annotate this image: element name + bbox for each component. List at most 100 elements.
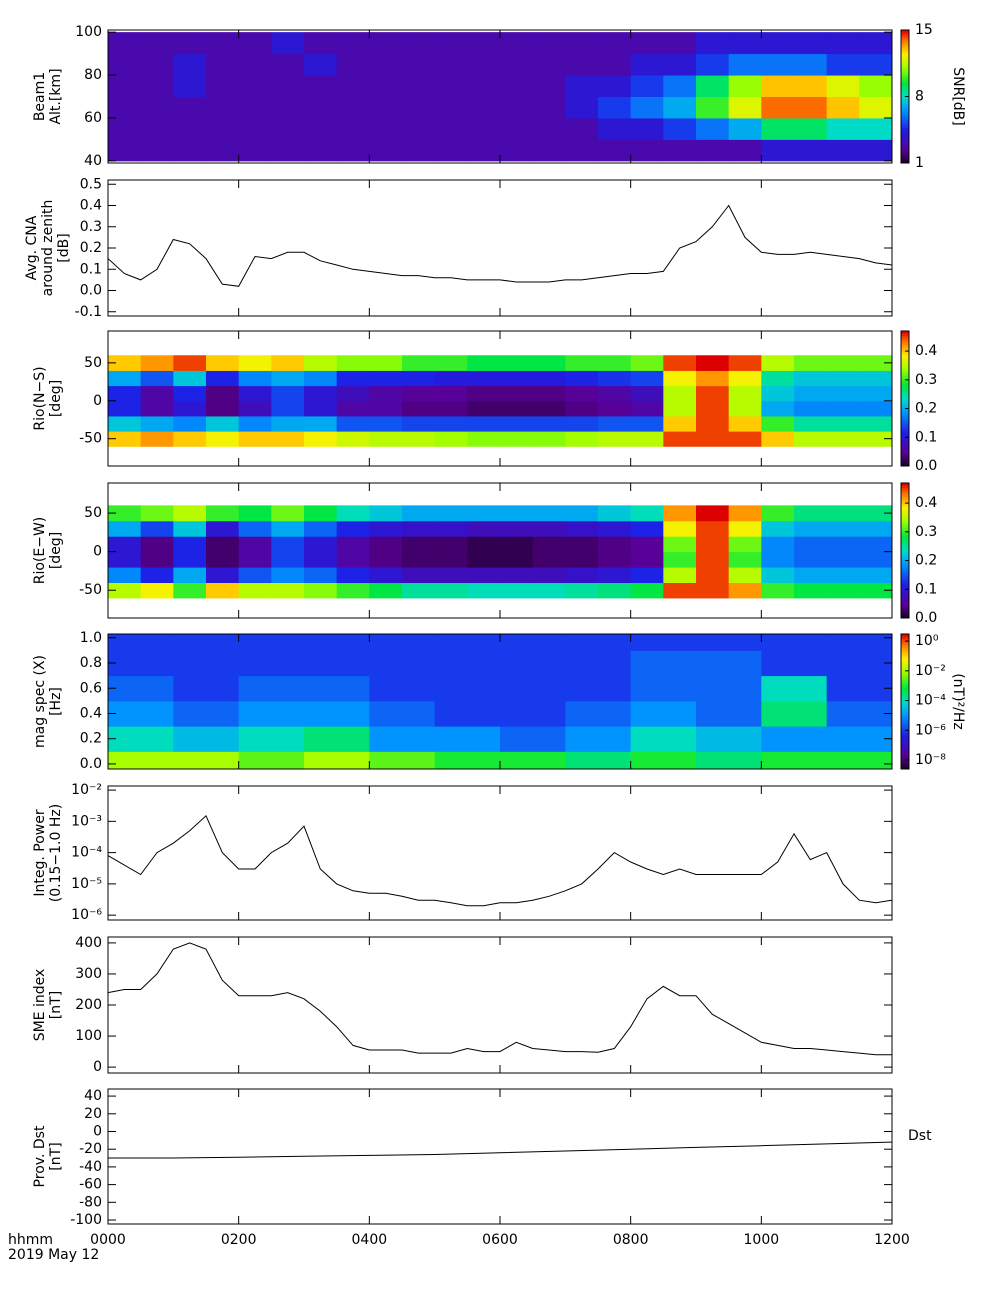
colorbar-swatch <box>901 355 909 359</box>
heatmap-cell <box>434 751 501 769</box>
heatmap-cell <box>238 675 305 702</box>
heatmap-cell <box>532 32 566 55</box>
colorbar-swatch <box>901 568 909 572</box>
heatmap-cell <box>761 355 795 371</box>
heatmap-cell <box>859 582 892 599</box>
heatmap-cell <box>630 551 664 568</box>
colorbar-swatch <box>901 600 909 603</box>
y-tick-label: 20 <box>84 1106 102 1122</box>
heatmap-cell <box>500 551 534 568</box>
colorbar-swatch <box>901 615 909 619</box>
heatmap-cell <box>434 385 468 402</box>
heatmap-cell <box>336 582 370 599</box>
colorbar-swatch <box>901 733 909 736</box>
heatmap-cell <box>304 536 338 553</box>
heatmap-cell <box>565 582 599 599</box>
heatmap-cell <box>696 536 730 553</box>
heatmap-cell <box>728 370 762 387</box>
colorbar-swatch <box>901 726 909 729</box>
colorbar-swatch <box>901 331 909 334</box>
colorbar-swatch <box>901 85 909 89</box>
heatmap-cell <box>859 520 892 537</box>
heatmap-cell <box>304 551 338 568</box>
heatmap-cell <box>173 415 207 432</box>
heatmap-cell <box>369 370 403 387</box>
heatmap-cell <box>173 53 207 76</box>
heatmap-cell <box>467 400 501 417</box>
colorbar-swatch <box>901 636 909 639</box>
heatmap-cell <box>304 370 338 387</box>
heatmap-cell <box>467 520 501 537</box>
y-tick-label: 0 <box>93 1123 102 1139</box>
heatmap-cell <box>500 726 566 752</box>
heatmap-cell <box>761 751 828 769</box>
colorbar-swatch <box>901 423 909 426</box>
heatmap-cell <box>271 400 305 417</box>
heatmap-cell <box>206 32 240 55</box>
heatmap-cell <box>794 551 828 568</box>
heatmap-cell <box>565 53 599 76</box>
heatmap-cell <box>630 355 664 371</box>
colorbar-swatch <box>901 638 909 642</box>
y-axis-label: [Hz] <box>48 687 64 716</box>
colorbar-swatch <box>901 685 909 689</box>
y-axis-label: Integ. Power <box>32 809 48 896</box>
heatmap-cell <box>140 415 174 432</box>
heatmap-cell <box>206 75 240 97</box>
x-tick-label: 0600 <box>482 1232 518 1248</box>
colorbar-swatch <box>901 514 909 518</box>
heatmap-cell <box>238 385 272 402</box>
heatmap-cell <box>173 96 207 119</box>
heatmap-cell <box>238 650 305 677</box>
heatmap-cell <box>630 582 664 599</box>
colorbar-swatch <box>901 80 909 84</box>
colorbar-swatch <box>901 730 909 734</box>
heatmap-cell <box>630 32 664 55</box>
heatmap-cell <box>467 415 501 432</box>
heatmap-cell <box>238 32 272 55</box>
heatmap-cell <box>434 520 468 537</box>
colorbar-swatch <box>901 744 909 747</box>
heatmap-cell <box>271 505 305 522</box>
heatmap-cell <box>304 431 338 447</box>
heatmap-cell <box>532 551 566 568</box>
colorbar-swatch <box>901 665 909 669</box>
heatmap-cell <box>663 370 697 387</box>
y-tick-label: 0.5 <box>80 176 102 192</box>
heatmap-cell <box>369 415 403 432</box>
heatmap-cell <box>565 520 599 537</box>
heatmap-cell <box>598 400 632 417</box>
heatmap-cell <box>663 505 697 522</box>
heatmap-cell <box>728 400 762 417</box>
heatmap-cell <box>238 551 272 568</box>
colorbar-swatch <box>901 367 909 370</box>
heatmap-cell <box>467 370 501 387</box>
heatmap-cell <box>304 139 338 162</box>
heatmap-cell <box>565 634 632 651</box>
heatmap-cell <box>565 675 632 702</box>
heatmap-cell <box>630 536 664 553</box>
colorbar-swatch <box>901 364 909 368</box>
heatmap-cell <box>434 675 501 702</box>
heatmap-cell <box>500 634 566 651</box>
heatmap-cell <box>565 700 632 727</box>
heatmap-cell <box>728 431 762 447</box>
colorbar-swatch <box>901 432 909 435</box>
heatmap-cell <box>598 431 632 447</box>
heatmap-cell <box>336 385 370 402</box>
heatmap-cell <box>565 355 599 371</box>
heatmap-cell <box>565 139 599 162</box>
colorbar-swatch <box>901 45 909 49</box>
colorbar-swatch <box>901 719 909 723</box>
heatmap-cell <box>728 505 762 522</box>
colorbar-swatch <box>901 697 909 700</box>
x-axis-label: hhmm <box>8 1232 53 1248</box>
colorbar-swatch <box>901 579 909 583</box>
heatmap-cell <box>304 355 338 371</box>
heatmap-cell <box>598 505 632 522</box>
heatmap-cell <box>402 536 436 553</box>
heatmap-cell <box>140 75 174 97</box>
heatmap-cell <box>630 75 664 97</box>
colorbar-tick-label: 0.0 <box>915 610 937 626</box>
y-axis-label: [deg] <box>48 380 64 417</box>
